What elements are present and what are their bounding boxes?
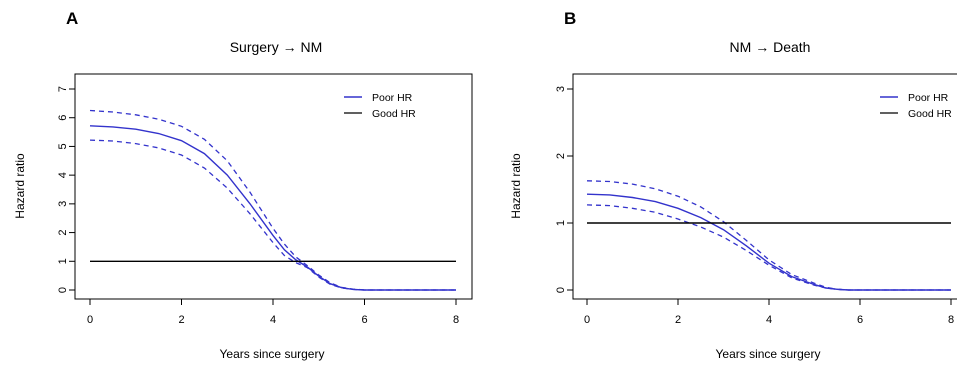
legend-b: Poor HR Good HR (880, 92, 952, 120)
y-tick-label-a: 4 (57, 172, 69, 178)
y-tick-label-a: 6 (57, 115, 69, 121)
series-upper-ci-poor-hr-b (586, 180, 951, 291)
series-lower-ci-poor-hr-a (89, 139, 456, 291)
series-group-b (586, 180, 951, 291)
legend-label-good-a: Good HR (372, 108, 416, 120)
x-tick-label-a: 2 (178, 314, 184, 326)
legend-label-poor-b: Poor HR (908, 92, 949, 104)
y-tick-label-a: 3 (57, 201, 69, 207)
y-axis-b: 0 1 2 3 (555, 86, 574, 293)
series-group-a (89, 109, 456, 291)
series-line-poor-hr-b (586, 193, 951, 291)
y-tick-label-b: 0 (555, 287, 567, 293)
panel-b: B NM → Death 0 1 2 3 0 2 4 6 8 Years since surg… (509, 9, 957, 361)
panel-letter-a: A (66, 9, 78, 28)
x-tick-label-b: 6 (857, 314, 863, 326)
y-axis-label-b: Hazard ratio (509, 153, 523, 219)
series-line-poor-hr-a (89, 125, 456, 291)
x-axis-a: 0 2 4 6 8 (87, 298, 459, 326)
x-tick-label-b: 4 (766, 314, 772, 326)
x-axis-label-a: Years since surgery (220, 347, 325, 361)
y-tick-label-b: 2 (555, 153, 567, 159)
y-tick-label-b: 3 (555, 86, 567, 92)
panel-a: A Surgery → NM 0 1 2 3 4 5 6 7 0 2 4 6 8 Years sinc… (13, 9, 473, 361)
y-tick-label-a: 0 (57, 287, 69, 293)
series-upper-ci-poor-hr-a (89, 109, 456, 291)
series-lower-ci-poor-hr-b (586, 204, 951, 291)
legend-label-poor-a: Poor HR (372, 92, 413, 104)
y-tick-label-b: 1 (555, 220, 567, 226)
plot-frame-b (572, 73, 957, 300)
x-axis-b: 0 2 4 6 8 (584, 298, 954, 326)
chart-title-a: Surgery → NM (230, 39, 323, 55)
y-axis-a: 0 1 2 3 4 5 6 7 (57, 86, 76, 293)
legend-a: Poor HR Good HR (344, 92, 416, 120)
y-axis-label-a: Hazard ratio (13, 153, 27, 219)
x-axis-label-b: Years since surgery (716, 347, 821, 361)
x-tick-label-a: 0 (87, 314, 93, 326)
chart-title-b: NM → Death (730, 39, 811, 55)
x-tick-label-b: 8 (948, 314, 954, 326)
x-tick-label-a: 4 (270, 314, 276, 326)
y-tick-label-a: 7 (57, 86, 69, 92)
x-tick-label-a: 8 (453, 314, 459, 326)
legend-label-good-b: Good HR (908, 108, 952, 120)
x-tick-label-b: 0 (584, 314, 590, 326)
x-tick-label-a: 6 (361, 314, 367, 326)
x-tick-label-b: 2 (675, 314, 681, 326)
y-tick-label-a: 2 (57, 230, 69, 236)
panel-letter-b: B (564, 9, 576, 28)
y-tick-label-a: 1 (57, 258, 69, 264)
y-tick-label-a: 5 (57, 143, 69, 149)
